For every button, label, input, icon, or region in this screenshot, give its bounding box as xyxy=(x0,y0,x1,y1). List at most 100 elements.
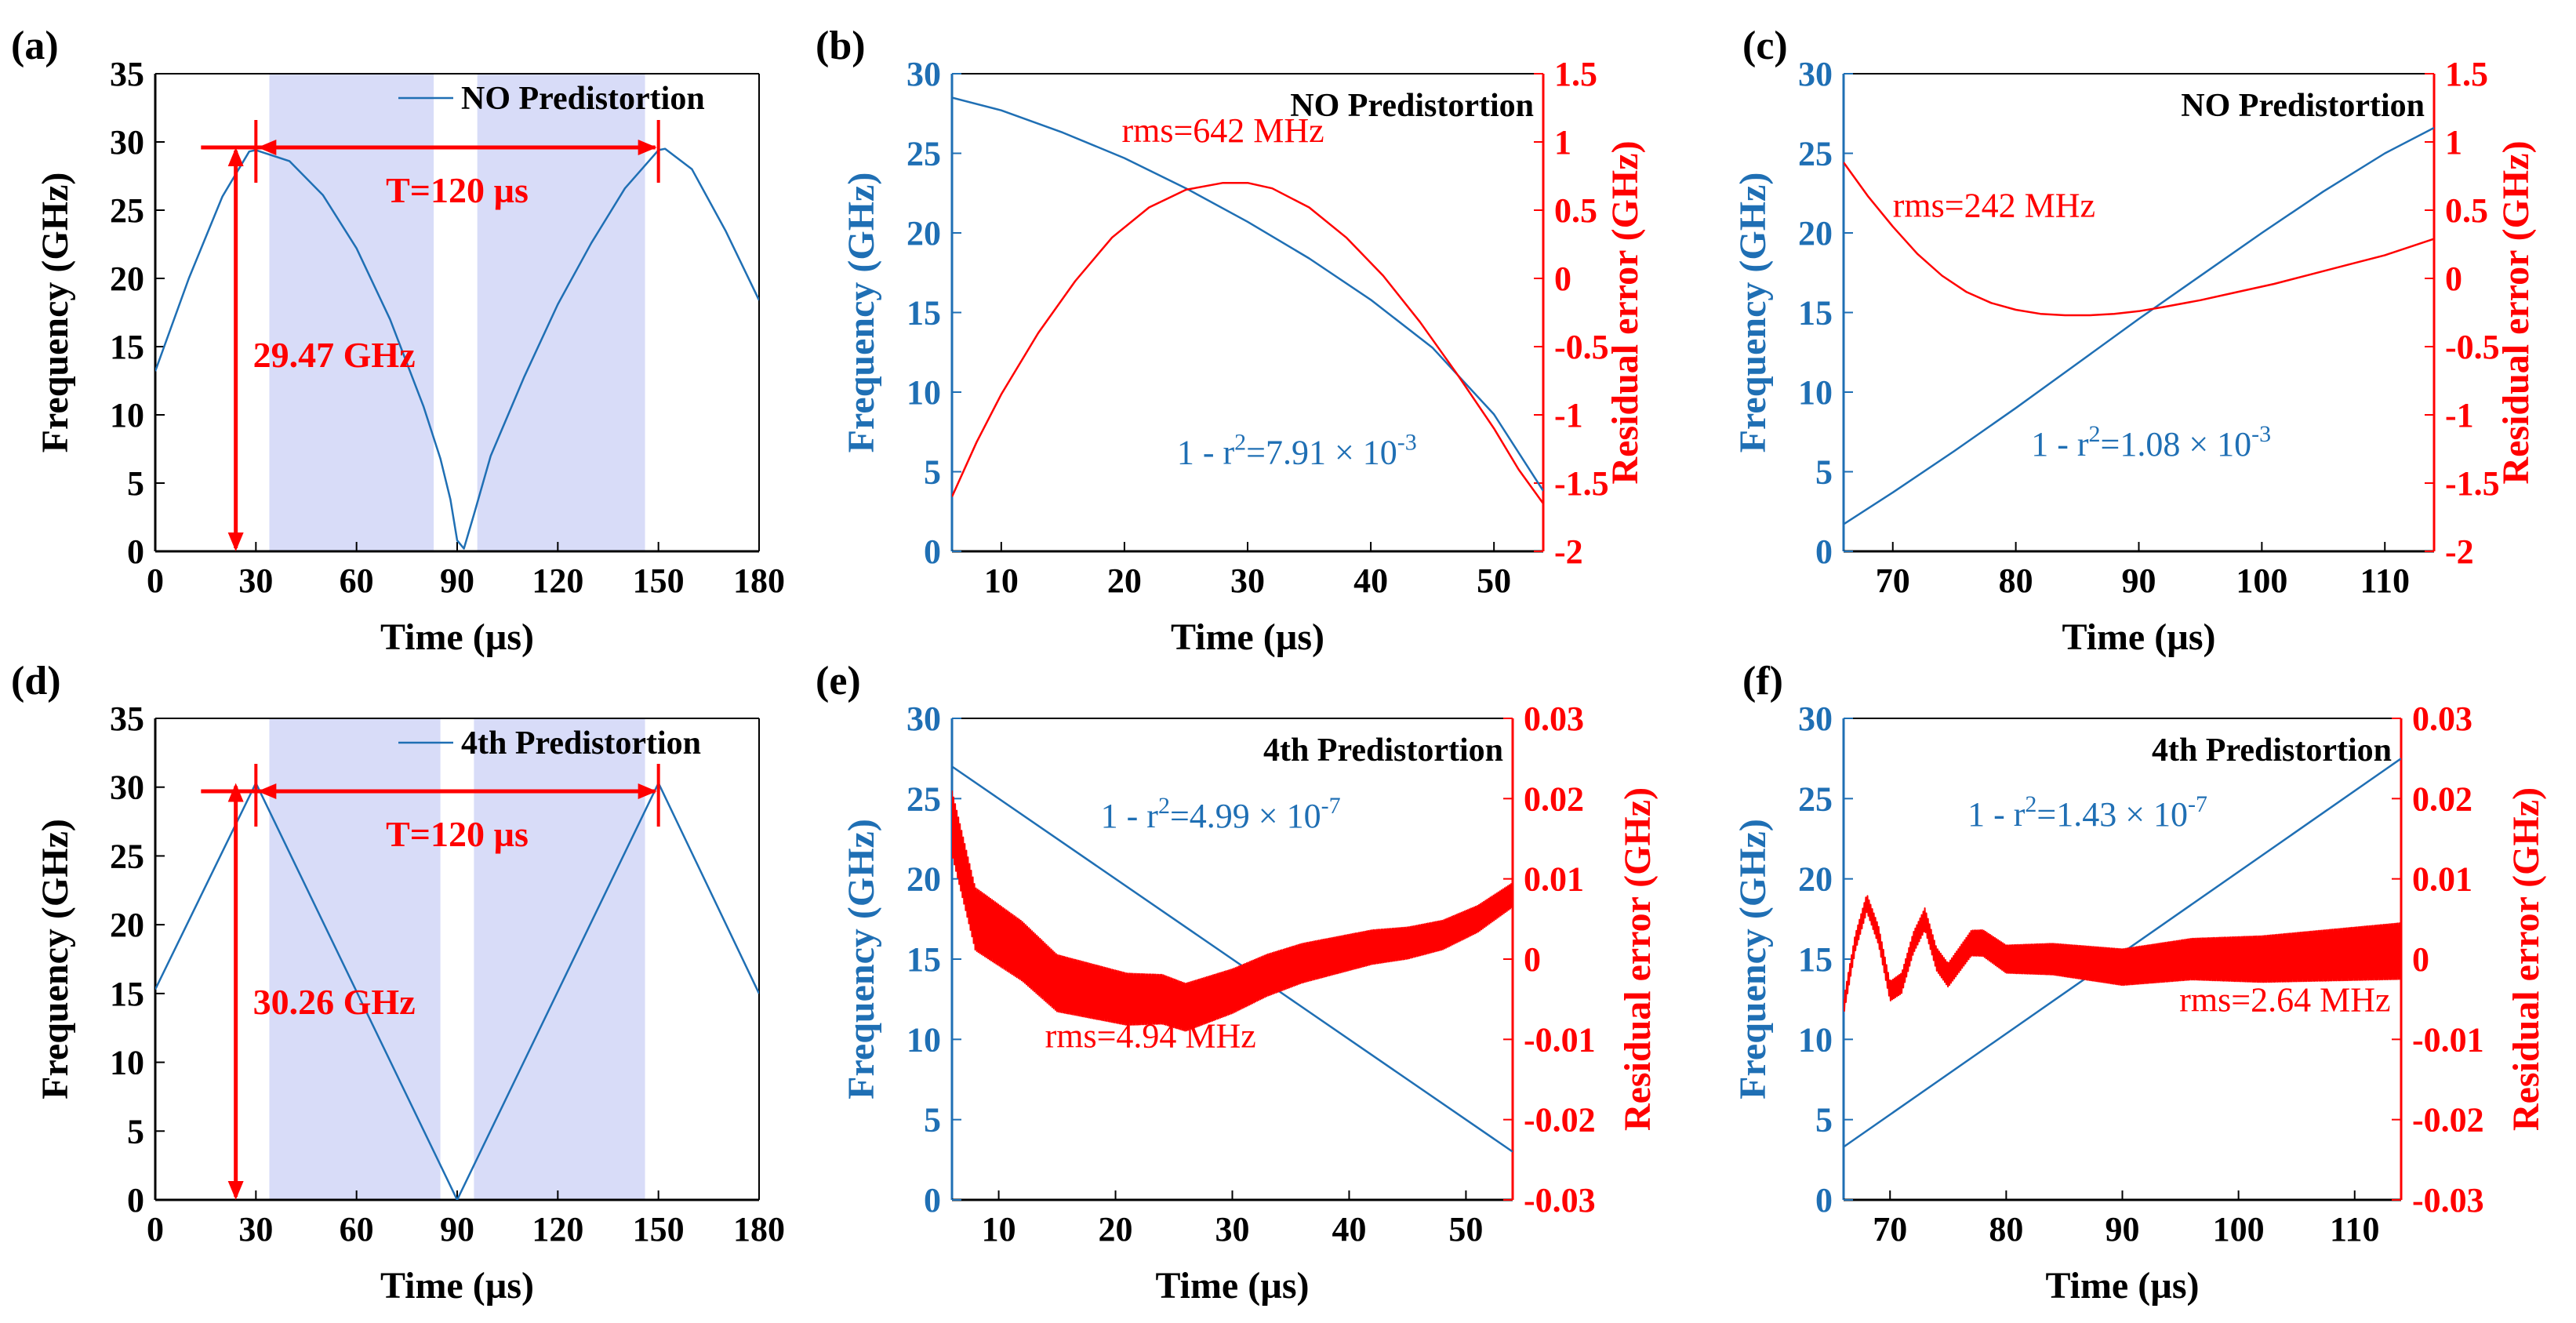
y-tick-right-label: 0 xyxy=(1524,940,1541,979)
y-tick-label: 30 xyxy=(907,700,941,738)
x-tick-label: 80 xyxy=(1989,1210,2023,1248)
x-tick-label: 30 xyxy=(238,562,273,600)
legend-label: 4th Predistortion xyxy=(1263,732,1503,769)
panel-label: (a) xyxy=(11,24,59,68)
frequency-line xyxy=(155,782,759,1200)
y-tick-right-label: -1.5 xyxy=(1554,464,1609,503)
y-tick-label: 25 xyxy=(907,135,941,173)
x-tick-label: 90 xyxy=(2105,1210,2140,1248)
y-tick-label: 10 xyxy=(1798,373,1833,412)
x-tick-label: 180 xyxy=(733,562,785,600)
x-tick-label: 70 xyxy=(1873,1210,1907,1248)
y-tick-label: 10 xyxy=(110,1044,144,1082)
y-axis-label: Frequency (GHz) xyxy=(1732,819,1774,1099)
panel-label: (e) xyxy=(816,659,861,703)
y-tick-label: 25 xyxy=(907,780,941,818)
y-tick-right-label: 0.5 xyxy=(1554,191,1597,230)
chart-panel-3: (d) 0 30 60 90 120 150 180 0 5 10 15 20 25 30 35 Time (µ… xyxy=(11,659,785,1307)
y-tick-label: 0 xyxy=(127,1181,144,1219)
period-arrow-head-right xyxy=(638,783,657,799)
y-tick-label: 20 xyxy=(110,906,144,944)
x-axis-label: Time (µs) xyxy=(380,1265,534,1307)
x-tick-label: 100 xyxy=(2236,562,2287,600)
frequency-line xyxy=(952,96,1543,492)
y-tick-label: 0 xyxy=(924,1181,941,1219)
x-tick-label: 50 xyxy=(1448,1210,1483,1248)
y-tick-label: 20 xyxy=(907,860,941,899)
y-tick-label: 0 xyxy=(1815,532,1833,571)
shaded-region xyxy=(477,74,645,551)
y-tick-right-label: 1 xyxy=(2445,123,2462,162)
y-tick-right-label: 1.5 xyxy=(1554,55,1597,93)
y-tick-label: 25 xyxy=(110,837,144,875)
y-tick-right-label: -0.02 xyxy=(1524,1101,1596,1139)
y-tick-right-label: -0.03 xyxy=(1524,1181,1596,1219)
x-tick-label: 150 xyxy=(633,562,685,600)
y-tick-label: 5 xyxy=(127,1112,144,1150)
x-axis-label: Time (µs) xyxy=(380,616,534,658)
y-tick-label: 0 xyxy=(1815,1181,1833,1219)
fit-label: 1 - r2=4.99 × 10-7 xyxy=(1101,793,1341,835)
legend-label: NO Predistortion xyxy=(461,81,705,117)
x-tick-label: 40 xyxy=(1353,562,1388,600)
y-axis-right-label: Residual error (GHz) xyxy=(2505,787,2547,1131)
y-tick-right-label: 1.5 xyxy=(2445,55,2488,93)
period-arrow-head-left xyxy=(257,783,277,799)
y-tick-label: 10 xyxy=(1798,1020,1833,1059)
panel-label: (d) xyxy=(11,659,61,703)
shaded-region xyxy=(269,74,434,551)
y-tick-label: 10 xyxy=(907,1020,941,1059)
y-tick-right-label: -2 xyxy=(2445,532,2474,571)
y-tick-right-label: 0.03 xyxy=(2412,700,2472,738)
y-tick-right-label: 0.5 xyxy=(2445,191,2488,230)
x-tick-label: 40 xyxy=(1332,1210,1366,1248)
period-label: T=120 µs xyxy=(386,814,529,854)
legend-label: NO Predistortion xyxy=(1290,88,1534,124)
x-tick-label: 20 xyxy=(1107,562,1142,600)
y-tick-right-label: -0.01 xyxy=(1524,1020,1596,1059)
x-tick-label: 30 xyxy=(1230,562,1265,600)
panel-label: (c) xyxy=(1742,24,1788,68)
x-tick-label: 110 xyxy=(2360,562,2410,600)
legend-label: NO Predistortion xyxy=(2181,88,2425,124)
rms-label: rms=4.94 MHz xyxy=(1045,1017,1256,1056)
y-tick-label: 5 xyxy=(924,453,941,492)
y-tick-label: 20 xyxy=(110,260,144,298)
y-tick-right-label: -1.5 xyxy=(2445,464,2500,503)
y-tick-right-label: -2 xyxy=(1554,532,1583,571)
y-axis-label: Frequency (GHz) xyxy=(841,819,882,1099)
y-tick-right-label: 0 xyxy=(2445,260,2462,298)
y-axis-label: Frequency (GHz) xyxy=(35,173,76,453)
amplitude-arrow-head-bottom xyxy=(227,532,244,551)
chart-panel-1: (b) 10 20 30 40 50 0 5 10 15 20 25 30 -2 -1.5 -1 -0.5 0 0.… xyxy=(816,24,1646,658)
residual-error-line xyxy=(952,181,1543,504)
y-tick-right-label: -0.01 xyxy=(2412,1020,2484,1059)
y-tick-label: 15 xyxy=(907,940,941,979)
y-tick-label: 15 xyxy=(110,328,144,366)
fit-label: 1 - r2=7.91 × 10-3 xyxy=(1177,429,1417,471)
y-tick-label: 5 xyxy=(1815,1101,1833,1139)
legend-label: 4th Predistortion xyxy=(461,725,701,761)
y-tick-label: 20 xyxy=(1798,860,1833,899)
x-tick-label: 60 xyxy=(340,562,374,600)
y-tick-label: 15 xyxy=(1798,940,1833,979)
x-tick-label: 70 xyxy=(1876,562,1910,600)
x-tick-label: 110 xyxy=(2330,1210,2380,1248)
y-axis-label: Frequency (GHz) xyxy=(841,173,882,453)
x-axis-label: Time (µs) xyxy=(2062,616,2215,658)
y-axis-right-label: Residual error (GHz) xyxy=(2495,140,2537,484)
y-axis-label: Frequency (GHz) xyxy=(35,819,76,1099)
x-tick-label: 150 xyxy=(633,1210,685,1248)
residual-error-line xyxy=(952,791,1513,1032)
y-tick-right-label: -0.03 xyxy=(2412,1181,2484,1219)
x-tick-label: 50 xyxy=(1477,562,1511,600)
y-tick-right-label: -0.5 xyxy=(2445,328,2500,366)
amplitude-arrow-head-top xyxy=(227,147,244,166)
y-axis-label: Frequency (GHz) xyxy=(1732,173,1774,453)
shaded-region xyxy=(474,718,645,1200)
fit-label: 1 - r2=1.08 × 10-3 xyxy=(2031,421,2271,463)
y-tick-label: 35 xyxy=(110,700,144,738)
x-tick-label: 90 xyxy=(440,1210,474,1248)
shaded-region xyxy=(269,718,441,1200)
panel-label: (b) xyxy=(816,24,866,68)
